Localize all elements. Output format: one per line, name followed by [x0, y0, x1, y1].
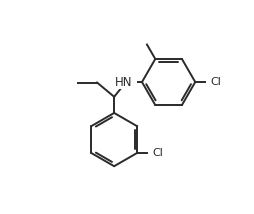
Text: Cl: Cl: [152, 148, 163, 158]
Text: Cl: Cl: [210, 77, 221, 87]
Text: HN: HN: [115, 76, 132, 89]
